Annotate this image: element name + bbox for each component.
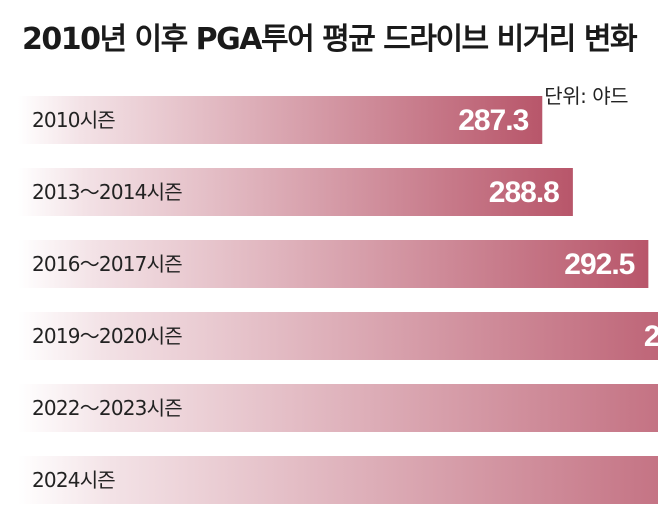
bar-0 [18, 96, 543, 144]
bar-2 [18, 240, 649, 288]
chart-title: 2010년 이후 PGA투어 평균 드라이브 비거리 변화 [21, 22, 638, 57]
category-label-2: 2016～2017시즌 [32, 252, 182, 276]
category-label-4: 2022～2023시즌 [32, 396, 182, 420]
value-label-1: 288.8 [489, 176, 559, 209]
unit-label: 단위: 야드 [544, 84, 628, 108]
value-label-3: 296.4 [644, 320, 658, 353]
category-label-3: 2019～2020시즌 [32, 324, 182, 348]
bar-4 [18, 384, 658, 432]
category-label-0: 2010시즌 [32, 108, 115, 132]
bar-5 [18, 456, 658, 504]
value-label-0: 287.3 [458, 104, 528, 137]
category-label-5: 2024시즌 [32, 468, 115, 492]
category-label-1: 2013～2014시즌 [32, 180, 182, 204]
value-label-2: 292.5 [564, 248, 634, 281]
bar-3 [18, 312, 658, 360]
bar-1 [18, 168, 573, 216]
